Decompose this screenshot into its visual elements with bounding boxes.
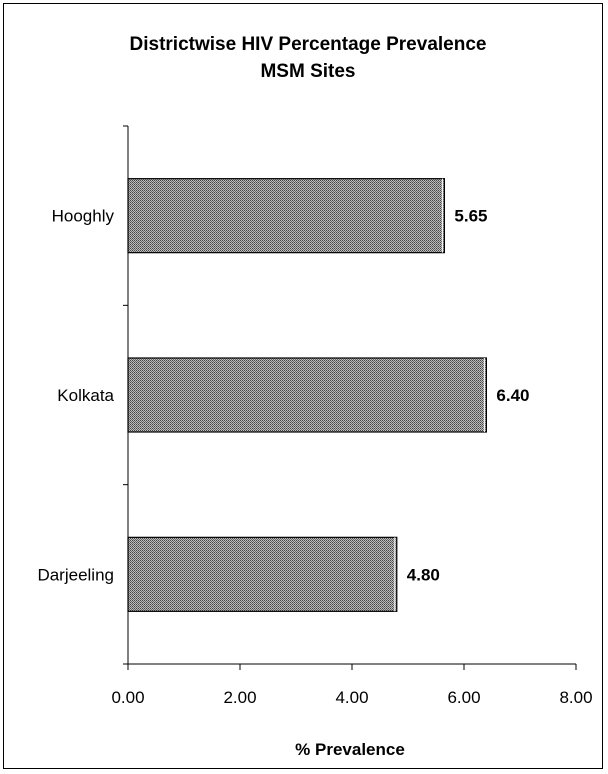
bar [127,536,398,612]
bar [127,357,487,433]
chart-title: Districtwise HIV Percentage Prevalence [130,34,487,55]
category-label: Hooghly [52,207,115,226]
bar [127,178,445,254]
data-label: 4.80 [407,565,440,584]
category-label: Kolkata [57,386,114,405]
data-label: 5.65 [454,207,487,226]
x-tick-label: 0.00 [111,688,144,707]
x-tick-label: 4.00 [335,688,368,707]
x-tick-label: 8.00 [559,688,592,707]
x-tick-label: 6.00 [447,688,480,707]
plot-area: 0.00 2.00 4.00 6.00 8.00 Hooghly 5.65 Kolkata 6.… [37,125,593,707]
x-axis-label: % Prevalence [295,740,405,759]
category-label: Darjeeling [37,565,114,584]
x-tick-label: 2.00 [223,688,256,707]
data-label: 6.40 [496,386,529,405]
chart-subtitle: MSM Sites [260,61,355,82]
